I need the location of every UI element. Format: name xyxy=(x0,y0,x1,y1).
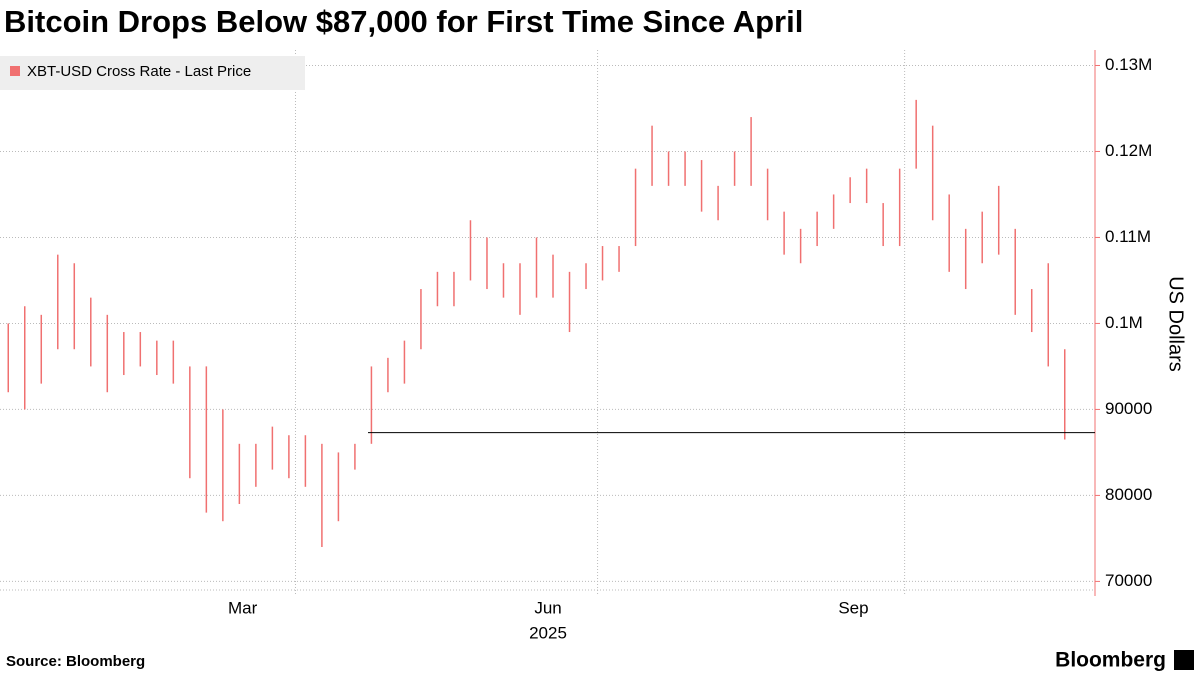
x-tick-label: Jun xyxy=(534,598,561,617)
y-tick-label: 70000 xyxy=(1105,571,1152,590)
y-axis-label: US Dollars xyxy=(1165,276,1187,372)
brand: Bloomberg xyxy=(1055,649,1166,672)
y-tick-label: 90000 xyxy=(1105,399,1152,418)
x-tick-label: Mar xyxy=(228,598,258,617)
legend-box xyxy=(0,56,305,90)
x-year-label: 2025 xyxy=(529,623,567,642)
source: Source: Bloomberg xyxy=(6,653,145,670)
y-tick-label: 0.11M xyxy=(1105,227,1151,246)
y-tick-label: 80000 xyxy=(1105,485,1152,504)
chart-title: Bitcoin Drops Below $87,000 for First Ti… xyxy=(4,4,803,39)
y-tick-label: 0.1M xyxy=(1105,313,1143,332)
y-tick-label: 0.12M xyxy=(1105,141,1152,160)
brand-icon xyxy=(1174,650,1194,670)
y-tick-label: 0.13M xyxy=(1105,55,1152,74)
legend-label: XBT-USD Cross Rate - Last Price xyxy=(27,63,251,80)
legend-swatch xyxy=(10,66,20,76)
x-tick-label: Sep xyxy=(838,598,868,617)
